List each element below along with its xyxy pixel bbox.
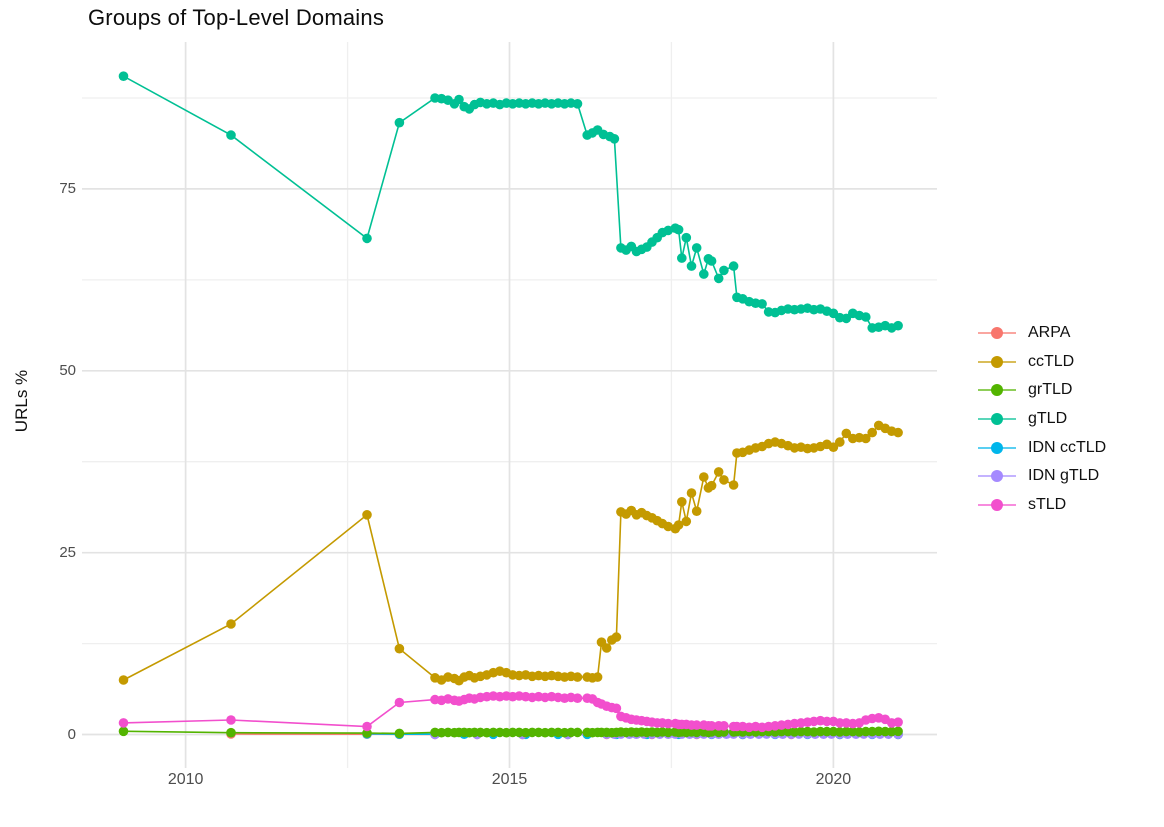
legend-key	[978, 498, 1016, 511]
chart-title: Groups of Top-Level Domains	[88, 5, 385, 30]
y-tick-label: 75	[59, 179, 76, 197]
legend-dot-swatch	[991, 327, 1003, 340]
legend-label: sTLD	[1028, 495, 1067, 513]
legend-key	[978, 355, 1016, 368]
legend-item-cctld: ccTLD	[978, 348, 1106, 377]
legend-key	[978, 384, 1016, 397]
legend: ARPA ccTLD grTLD gTLD IDN ccTLD IDN gTLD…	[978, 319, 1106, 519]
legend-item-idn-gtld: IDN gTLD	[978, 462, 1106, 491]
x-tick-label: 2015	[491, 771, 528, 788]
legend-dot-swatch	[991, 355, 1003, 368]
legend-label: IDN ccTLD	[1028, 438, 1107, 456]
legend-dot-swatch	[991, 498, 1003, 511]
legend-label: IDN gTLD	[1028, 467, 1100, 485]
legend-label: gTLD	[1028, 410, 1068, 428]
legend-item-stld: sTLD	[978, 491, 1106, 520]
legend-label: grTLD	[1028, 381, 1073, 399]
legend-item-arpa: ARPA	[978, 319, 1106, 348]
y-tick-label: 25	[59, 543, 76, 561]
legend-item-gtld: gTLD	[978, 405, 1106, 434]
legend-key	[978, 441, 1016, 454]
legend-dot-swatch	[991, 413, 1003, 426]
legend-dot-swatch	[991, 470, 1003, 483]
legend-key	[978, 470, 1016, 483]
y-tick-label: 0	[67, 725, 76, 743]
legend-label: ccTLD	[1028, 352, 1075, 370]
x-tick-label: 2020	[815, 771, 852, 788]
legend-key	[978, 413, 1016, 426]
x-tick-label: 2010	[167, 771, 204, 788]
legend-item-grtld: grTLD	[978, 376, 1106, 405]
legend-key	[978, 327, 1016, 340]
y-tick-label: 50	[59, 361, 76, 379]
legend-label: ARPA	[1028, 324, 1071, 342]
legend-item-idn-cctld: IDN ccTLD	[978, 433, 1106, 462]
legend-dot-swatch	[991, 441, 1003, 454]
legend-dot-swatch	[991, 384, 1003, 397]
y-axis-label: URLs %	[12, 369, 31, 433]
